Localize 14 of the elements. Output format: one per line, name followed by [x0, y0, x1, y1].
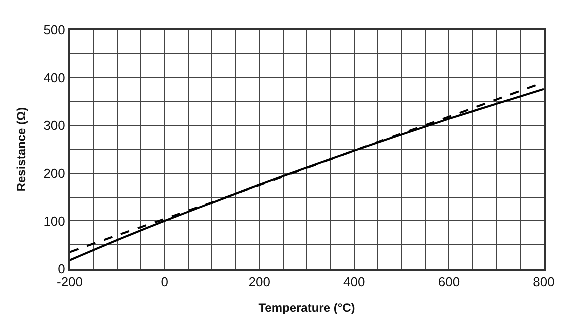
x-tick-label: 400	[344, 274, 366, 290]
x-tick-label: 800	[533, 274, 555, 290]
y-tick-label: 500	[44, 22, 66, 38]
y-tick-label: 0	[58, 262, 66, 277]
x-tick-label: -200	[56, 274, 84, 290]
x-axis-title: Temperature (°C)	[258, 301, 356, 315]
y-tick-label: 400	[44, 70, 66, 86]
x-tick-label: 600	[438, 274, 460, 290]
y-tick-label: 100	[44, 214, 66, 229]
y-tick-label: 300	[44, 118, 66, 134]
x-tick-label: 200	[248, 274, 270, 290]
y-tick-label: 200	[44, 166, 66, 181]
x-tick-label: 0	[161, 274, 168, 290]
y-axis-title: Resistance (Ω)	[14, 107, 28, 192]
